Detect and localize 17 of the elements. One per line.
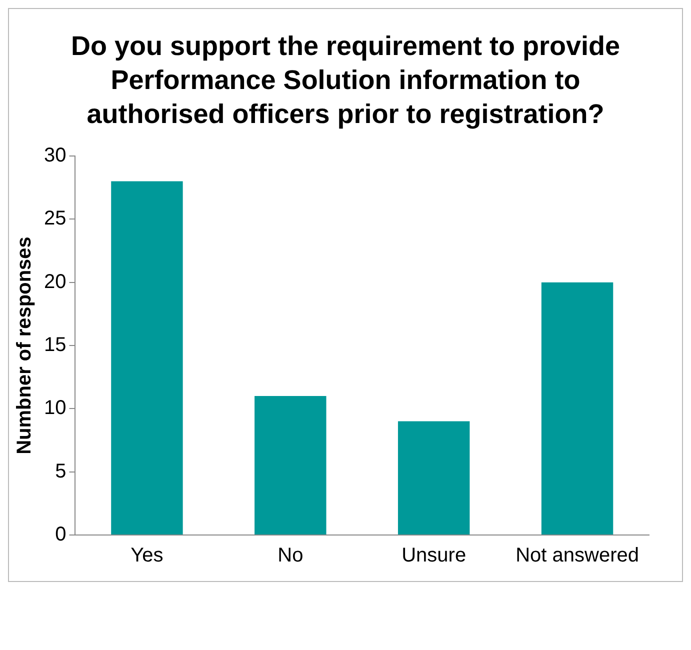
y-tick-label: 30 — [44, 144, 66, 167]
y-tick-label: 20 — [44, 270, 66, 293]
y-axis-title: Numbner of responses — [14, 236, 36, 454]
bar — [541, 282, 614, 534]
y-tick-label: 25 — [44, 208, 66, 230]
bar — [254, 396, 326, 534]
y-tick-label: 10 — [44, 397, 66, 420]
y-tick-label: 0 — [55, 524, 66, 546]
y-tick-label: 5 — [55, 460, 66, 482]
chart-title: Do you support the requirement to provide Performance Solution information to authorised officers prior to registration? — [70, 30, 622, 131]
x-tick-label: Yes — [130, 544, 164, 567]
x-tick-label: Unsure — [402, 544, 466, 567]
x-tick-label: Not answered — [516, 544, 639, 567]
x-tick-label: No — [278, 544, 304, 567]
y-tick-label: 15 — [44, 334, 66, 356]
bar — [111, 181, 183, 534]
bar — [398, 421, 470, 534]
